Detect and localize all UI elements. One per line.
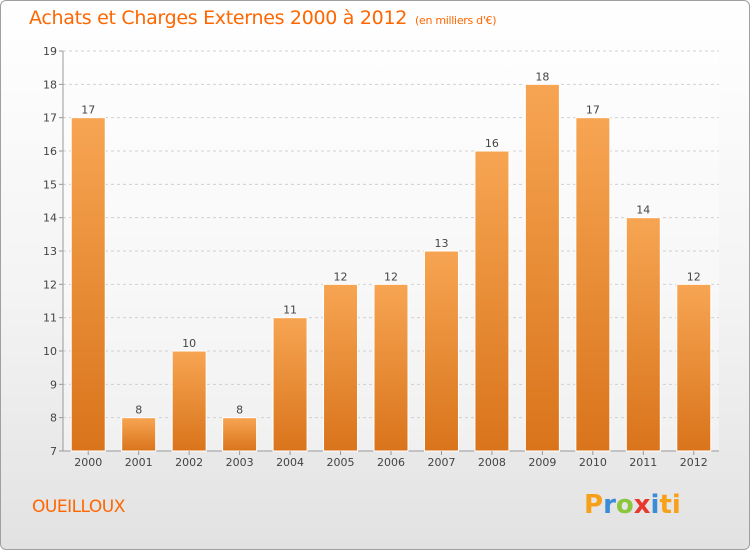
y-tick-label: 17 [43,112,57,125]
y-tick-label: 18 [43,78,57,91]
y-tick-label: 13 [43,245,57,258]
x-tick-label: 2012 [680,456,708,469]
bar-value-label: 12 [384,270,398,283]
bar-value-label: 11 [283,304,297,317]
y-tick-label: 10 [43,345,57,358]
bar [222,417,258,452]
bar [524,83,560,452]
x-tick-label: 2007 [427,456,455,469]
y-tick-label: 19 [43,45,57,58]
x-tick-label: 2011 [629,456,657,469]
bar-value-label: 8 [236,404,243,417]
logo-letter: t [659,490,672,520]
bar-value-label: 12 [334,270,348,283]
bar [323,283,359,452]
y-tick-label: 15 [43,178,57,191]
bar-value-label: 10 [182,337,196,350]
y-tick-label: 11 [43,312,57,325]
y-tick-label: 7 [50,445,57,458]
y-tick-label: 14 [43,212,57,225]
bar-value-label: 8 [135,404,142,417]
logo-letter: r [603,490,616,520]
y-tick-label: 8 [50,412,57,425]
bar-value-label: 18 [535,70,549,83]
chart-title-text: Achats et Charges Externes 2000 à 2012 [29,7,408,29]
logo-letter: i [650,490,660,520]
x-tick-label: 2003 [226,456,254,469]
bar-value-label: 16 [485,137,499,150]
logo-letter: x [633,490,651,520]
bar-value-label: 17 [586,104,600,117]
bar [423,250,459,452]
bar-value-label: 13 [434,237,448,250]
bar [70,117,106,452]
x-tick-label: 2004 [276,456,304,469]
x-tick-label: 2009 [528,456,556,469]
bar [171,350,207,452]
bar-value-label: 14 [636,204,650,217]
x-tick-label: 2010 [579,456,607,469]
x-tick-label: 2000 [74,456,102,469]
bar [474,150,510,452]
bar-value-label: 17 [81,104,95,117]
x-tick-label: 2005 [327,456,355,469]
x-tick-label: 2008 [478,456,506,469]
y-tick-label: 9 [50,378,57,391]
bar-value-label: 12 [687,270,701,283]
y-tick-label: 16 [43,145,57,158]
bar [121,417,157,452]
x-tick-label: 2002 [175,456,203,469]
bar [272,317,308,452]
bar [575,117,611,452]
logo-letter: i [671,490,681,520]
commune-name: OUEILLOUX [32,497,125,517]
x-tick-label: 2001 [125,456,153,469]
bar [373,283,409,452]
logo-letter: o [615,490,634,520]
proxiti-logo: Proxiti [584,490,681,520]
y-tick-label: 12 [43,278,57,291]
bar [625,217,661,452]
logo-letter: P [584,490,604,520]
bar [676,283,712,452]
chart-title: Achats et Charges Externes 2000 à 2012 (e… [29,7,497,29]
x-tick-label: 2006 [377,456,405,469]
chart-subtitle: (en milliers d'€) [415,14,497,27]
